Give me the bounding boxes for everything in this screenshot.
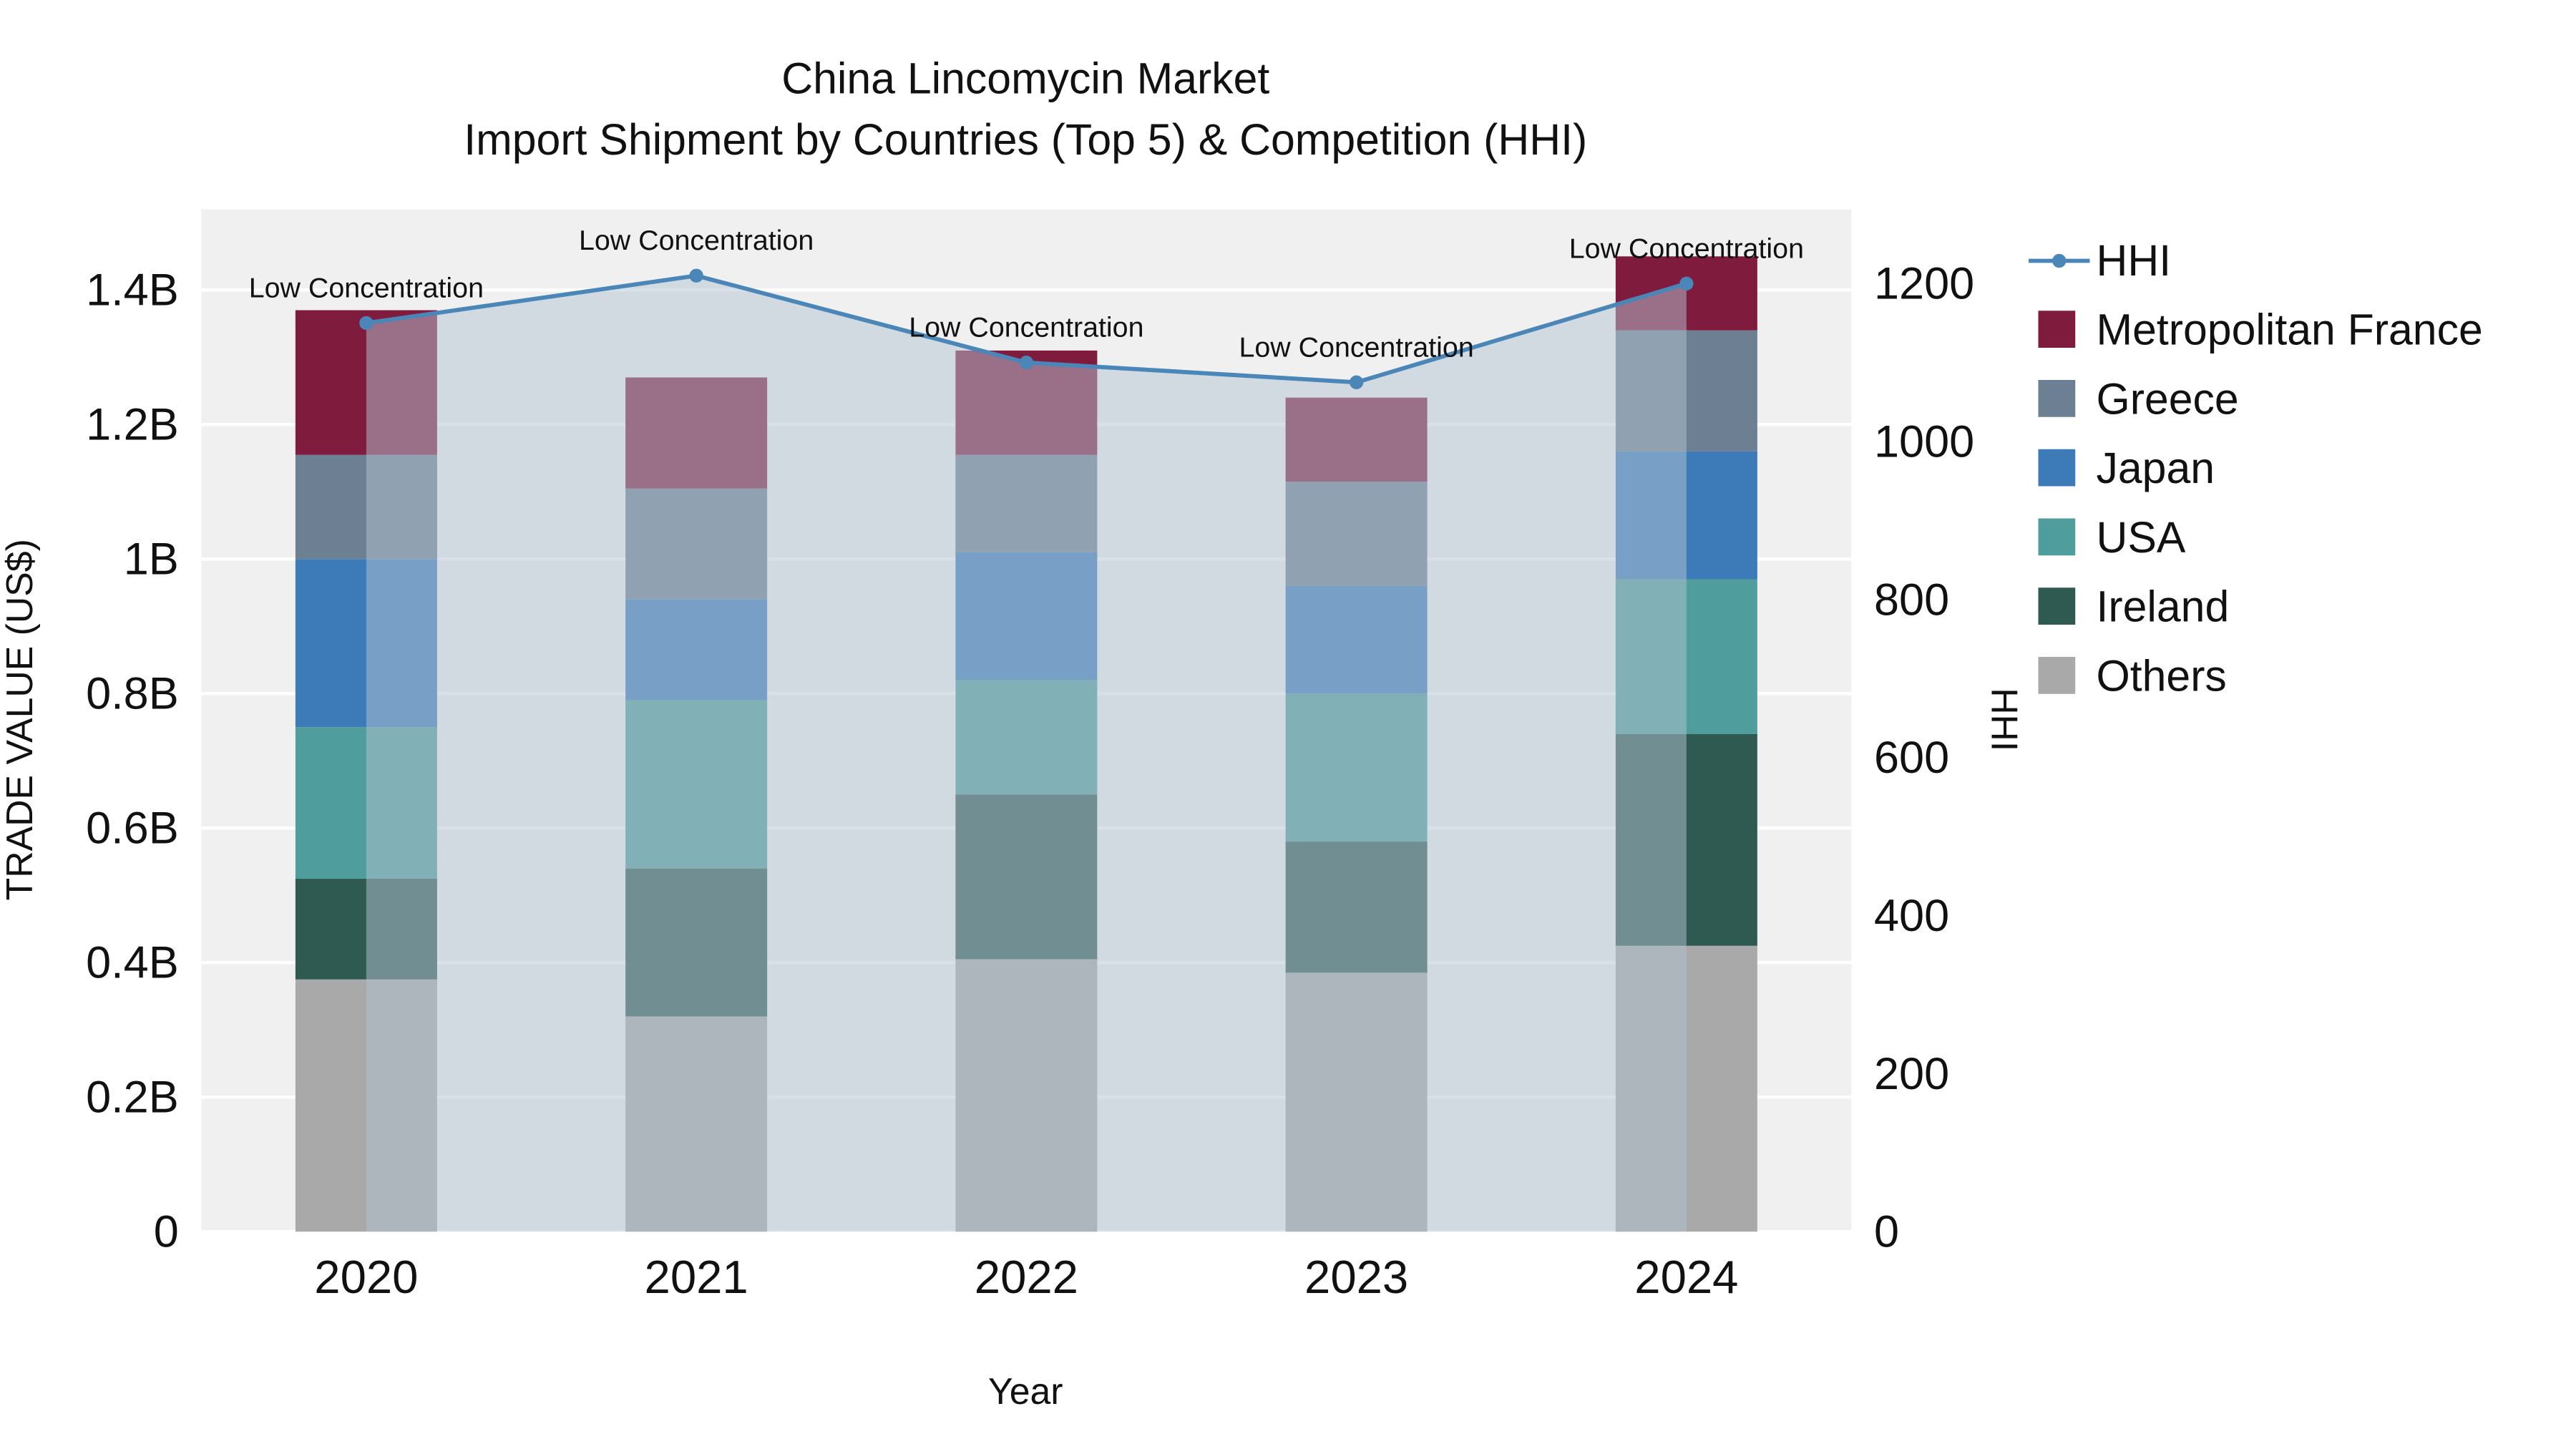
legend-item-metropolitan-france[interactable]: Metropolitan France bbox=[2038, 306, 2483, 354]
y-left-tick-0: 0 bbox=[154, 1207, 179, 1257]
legend-item-others[interactable]: Others bbox=[2038, 651, 2227, 700]
legend-swatch bbox=[2038, 449, 2076, 487]
legend-item-greece[interactable]: Greece bbox=[2038, 374, 2239, 423]
legend-label: USA bbox=[2097, 513, 2186, 562]
annotation-2021: Low Concentration bbox=[579, 225, 814, 256]
hhi-marker-2023[interactable] bbox=[1349, 375, 1364, 389]
x-tick-2023: 2023 bbox=[1304, 1251, 1408, 1303]
y-right-tick-200: 200 bbox=[1874, 1049, 1949, 1099]
legend-swatch bbox=[2038, 657, 2076, 694]
legend-swatch bbox=[2038, 311, 2076, 348]
legend-item-hhi[interactable]: HHI bbox=[2029, 236, 2171, 285]
annotation-2020: Low Concentration bbox=[249, 272, 484, 303]
chart-title-line2: Import Shipment by Countries (Top 5) & C… bbox=[464, 115, 1587, 164]
y-right-tick-1200: 1200 bbox=[1874, 259, 1974, 309]
annotation-2023: Low Concentration bbox=[1239, 331, 1474, 363]
y-right-tick-0: 0 bbox=[1874, 1207, 1899, 1257]
y-right-tick-1000: 1000 bbox=[1874, 416, 1974, 467]
y-right-tick-600: 600 bbox=[1874, 733, 1949, 783]
legend-swatch bbox=[2038, 587, 2076, 625]
x-tick-2021: 2021 bbox=[645, 1251, 748, 1303]
legend-label: Japan bbox=[2097, 444, 2215, 492]
legend-item-japan[interactable]: Japan bbox=[2038, 444, 2215, 492]
legend-label: HHI bbox=[2097, 236, 2172, 285]
legend-swatch bbox=[2038, 518, 2076, 556]
y-left-axis-title: TRADE VALUE (US$) bbox=[0, 539, 40, 900]
x-tick-2020: 2020 bbox=[314, 1251, 418, 1303]
chart-generated-layer: Low Concentration Low Concentration Low Co… bbox=[86, 209, 2483, 1303]
hhi-marker-2020[interactable] bbox=[359, 316, 374, 331]
y-left-tick-0-8b: 0.8B bbox=[86, 669, 179, 719]
x-tick-2022: 2022 bbox=[975, 1251, 1078, 1303]
y-right-tick-400: 400 bbox=[1874, 891, 1949, 941]
legend-swatch bbox=[2038, 380, 2076, 417]
y-left-tick-0-2b: 0.2B bbox=[86, 1073, 179, 1123]
annotation-2024: Low Concentration bbox=[1569, 233, 1804, 264]
x-axis-title: Year bbox=[988, 1370, 1063, 1412]
y-right-tick-800: 800 bbox=[1874, 575, 1949, 625]
y-left-tick-1b: 1B bbox=[124, 535, 179, 585]
y-left-tick-0-6b: 0.6B bbox=[86, 804, 179, 854]
legend-label: Greece bbox=[2097, 374, 2239, 423]
y-right-axis-title: HHI bbox=[1984, 688, 2025, 751]
hhi-marker-2021[interactable] bbox=[689, 268, 703, 283]
legend-item-usa[interactable]: USA bbox=[2038, 513, 2186, 562]
hhi-area-fill bbox=[366, 275, 1687, 1232]
legend-label: Metropolitan France bbox=[2097, 306, 2483, 354]
y-left-tick-1-4b: 1.4B bbox=[86, 265, 179, 316]
legend-marker-sample bbox=[2052, 253, 2067, 268]
hhi-marker-2022[interactable] bbox=[1019, 356, 1034, 370]
annotation-2022: Low Concentration bbox=[909, 312, 1143, 343]
y-left-tick-1-2b: 1.2B bbox=[86, 400, 179, 450]
y-left-tick-0-4b: 0.4B bbox=[86, 938, 179, 988]
legend-item-ireland[interactable]: Ireland bbox=[2038, 582, 2230, 631]
x-tick-2024: 2024 bbox=[1634, 1251, 1738, 1303]
chart-title-line1: China Lincomycin Market bbox=[781, 54, 1269, 103]
legend-label: Ireland bbox=[2097, 582, 2230, 631]
legend-label: Others bbox=[2097, 651, 2227, 700]
hhi-marker-2024[interactable] bbox=[1679, 276, 1694, 291]
